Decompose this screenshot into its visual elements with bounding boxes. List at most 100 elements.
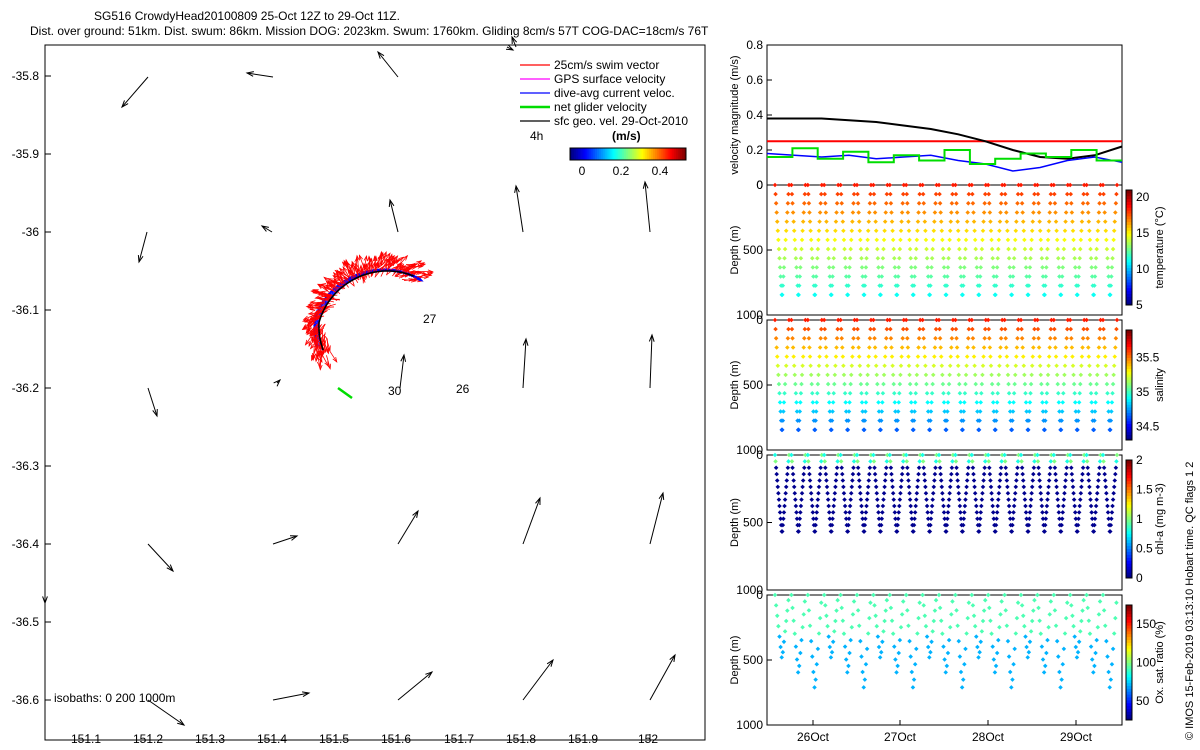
profile-point [914, 237, 920, 243]
profile-point [846, 516, 852, 521]
profile-point [1024, 274, 1029, 279]
profile-point [841, 228, 846, 234]
profile-point [876, 644, 882, 650]
profile-point [1110, 246, 1116, 252]
swim-vector-head [412, 270, 419, 276]
profile-point [907, 372, 912, 378]
section-colorbar-tick-label: 0 [1136, 571, 1143, 585]
profile-point [903, 452, 909, 458]
profile-point [858, 381, 864, 387]
profile-point [1104, 497, 1110, 502]
profile-point [1113, 465, 1119, 471]
profile-point [850, 354, 855, 359]
profile-point [987, 201, 992, 206]
profile-point [1091, 670, 1096, 675]
profile-point [1044, 510, 1049, 515]
profile-point [946, 390, 951, 396]
profile-point [1055, 381, 1060, 387]
profile-point [876, 409, 882, 414]
profile-point [1024, 644, 1029, 650]
profile-point [815, 503, 820, 509]
profile-point [971, 219, 977, 224]
profile-point [859, 390, 864, 396]
profile-point [971, 210, 976, 215]
profile-point [1016, 317, 1021, 323]
profile-point [864, 646, 870, 652]
profile-point [949, 471, 954, 477]
profile-point [1014, 210, 1020, 215]
section-colorbar-cell [1126, 261, 1132, 266]
profile-point [807, 345, 812, 350]
profile-point [979, 503, 984, 509]
profile-point [790, 210, 796, 215]
profile-point [833, 354, 839, 359]
swim-vector-head [337, 274, 342, 281]
profile-point [1039, 644, 1045, 649]
swim-vector-head [332, 356, 338, 363]
swim-vector-shaft [344, 262, 354, 275]
profile-point [773, 326, 778, 332]
profile-point [969, 452, 975, 458]
profile-point [925, 274, 931, 279]
profile-point [998, 210, 1003, 215]
profile-point [1010, 283, 1015, 288]
profile-point [979, 497, 985, 502]
profile-point [841, 237, 847, 243]
profile-point [1073, 644, 1079, 650]
legend-gps-label: GPS surface velocity [554, 72, 665, 86]
profile-point [1078, 246, 1083, 252]
profile-point [1019, 336, 1025, 341]
profile-point [801, 345, 806, 350]
profile-point [1031, 201, 1037, 206]
profile-point [917, 452, 923, 458]
profile-point [1063, 478, 1068, 483]
section-colorbar-cell [1126, 708, 1132, 712]
geo-arrow-shaft [511, 36, 517, 48]
profile-point [1104, 372, 1109, 378]
profile-point [969, 182, 975, 188]
profile-point [1078, 629, 1083, 634]
section-colorbar-cell [1126, 415, 1132, 419]
profile-point [906, 354, 911, 359]
profile-point [880, 390, 886, 396]
profile-point [950, 317, 956, 323]
profile-point [938, 345, 943, 350]
profile-point [933, 336, 938, 341]
profile-point [899, 210, 905, 215]
profile-point [989, 631, 994, 636]
section-colorbar-cell [1126, 227, 1132, 231]
profile-point [972, 237, 978, 243]
profile-point [964, 478, 970, 483]
profile-point [897, 497, 903, 502]
profile-point [1047, 345, 1052, 350]
profile-point [987, 605, 992, 611]
profile-point [958, 265, 963, 270]
profile-point [948, 354, 954, 359]
profile-point [1002, 592, 1007, 598]
geo-arrow-shaft [649, 334, 653, 389]
profile-point [1062, 484, 1068, 490]
profile-point [1044, 650, 1049, 656]
profile-point [954, 471, 960, 477]
profile-point [931, 618, 937, 624]
swim-vector-head [326, 345, 331, 352]
profile-point [940, 246, 946, 252]
profile-point [930, 237, 936, 243]
profile-point [920, 452, 925, 458]
colorbar-cell [666, 148, 669, 160]
profile-point [854, 317, 860, 323]
swim-vector-head [426, 272, 433, 277]
profile-point [1100, 182, 1106, 188]
profile-point [790, 465, 795, 471]
profile-point [798, 255, 804, 261]
profile-point [1014, 478, 1019, 483]
profile-point [996, 497, 1001, 502]
profile-point [890, 484, 895, 490]
profile-point [1089, 510, 1094, 515]
profile-point [932, 471, 938, 477]
profile-point [1086, 471, 1091, 477]
isobaths-label: isobaths: 0 200 1000m [54, 691, 175, 705]
profile-point [991, 274, 997, 279]
profile-point [972, 372, 978, 378]
